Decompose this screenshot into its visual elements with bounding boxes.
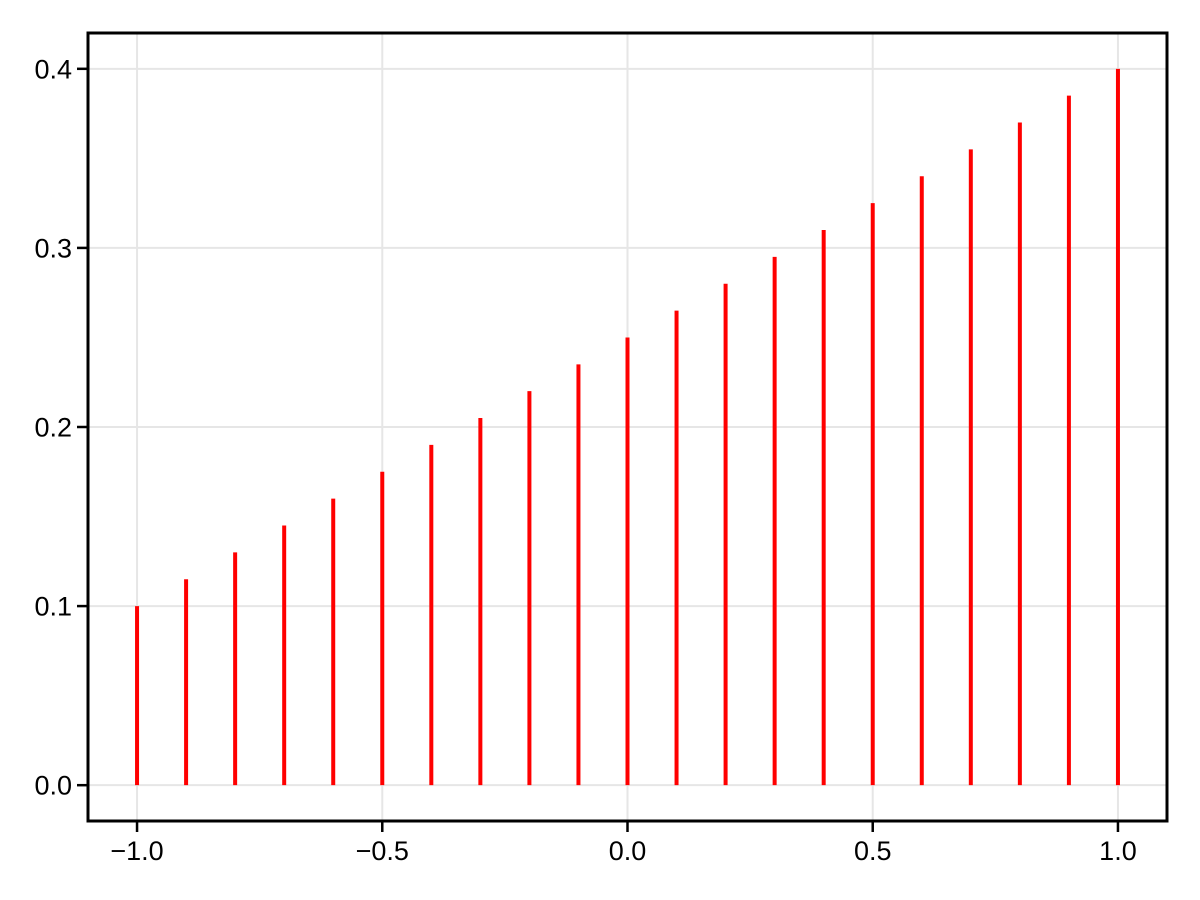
stem-series [135, 68, 1120, 786]
x-tick-label: 0.5 [854, 836, 892, 866]
y-tick-label: 0.4 [34, 54, 72, 84]
axis-ticks-layer [77, 67, 1120, 832]
tick-labels-layer: −1.0 −0.5 0.0 0.5 1.0 0.0 0.1 0.2 0.3 0.4 [34, 54, 1136, 866]
x-tick-label: 0.0 [609, 836, 647, 866]
y-tick-label: 0.0 [34, 771, 72, 801]
y-tick-label: 0.2 [34, 413, 72, 443]
x-tick-label: −1.0 [110, 836, 163, 866]
x-tick-label: −0.5 [356, 836, 409, 866]
y-tick-label: 0.1 [34, 592, 72, 622]
y-tick-label: 0.3 [34, 233, 72, 263]
x-tick-label: 1.0 [1099, 836, 1137, 866]
